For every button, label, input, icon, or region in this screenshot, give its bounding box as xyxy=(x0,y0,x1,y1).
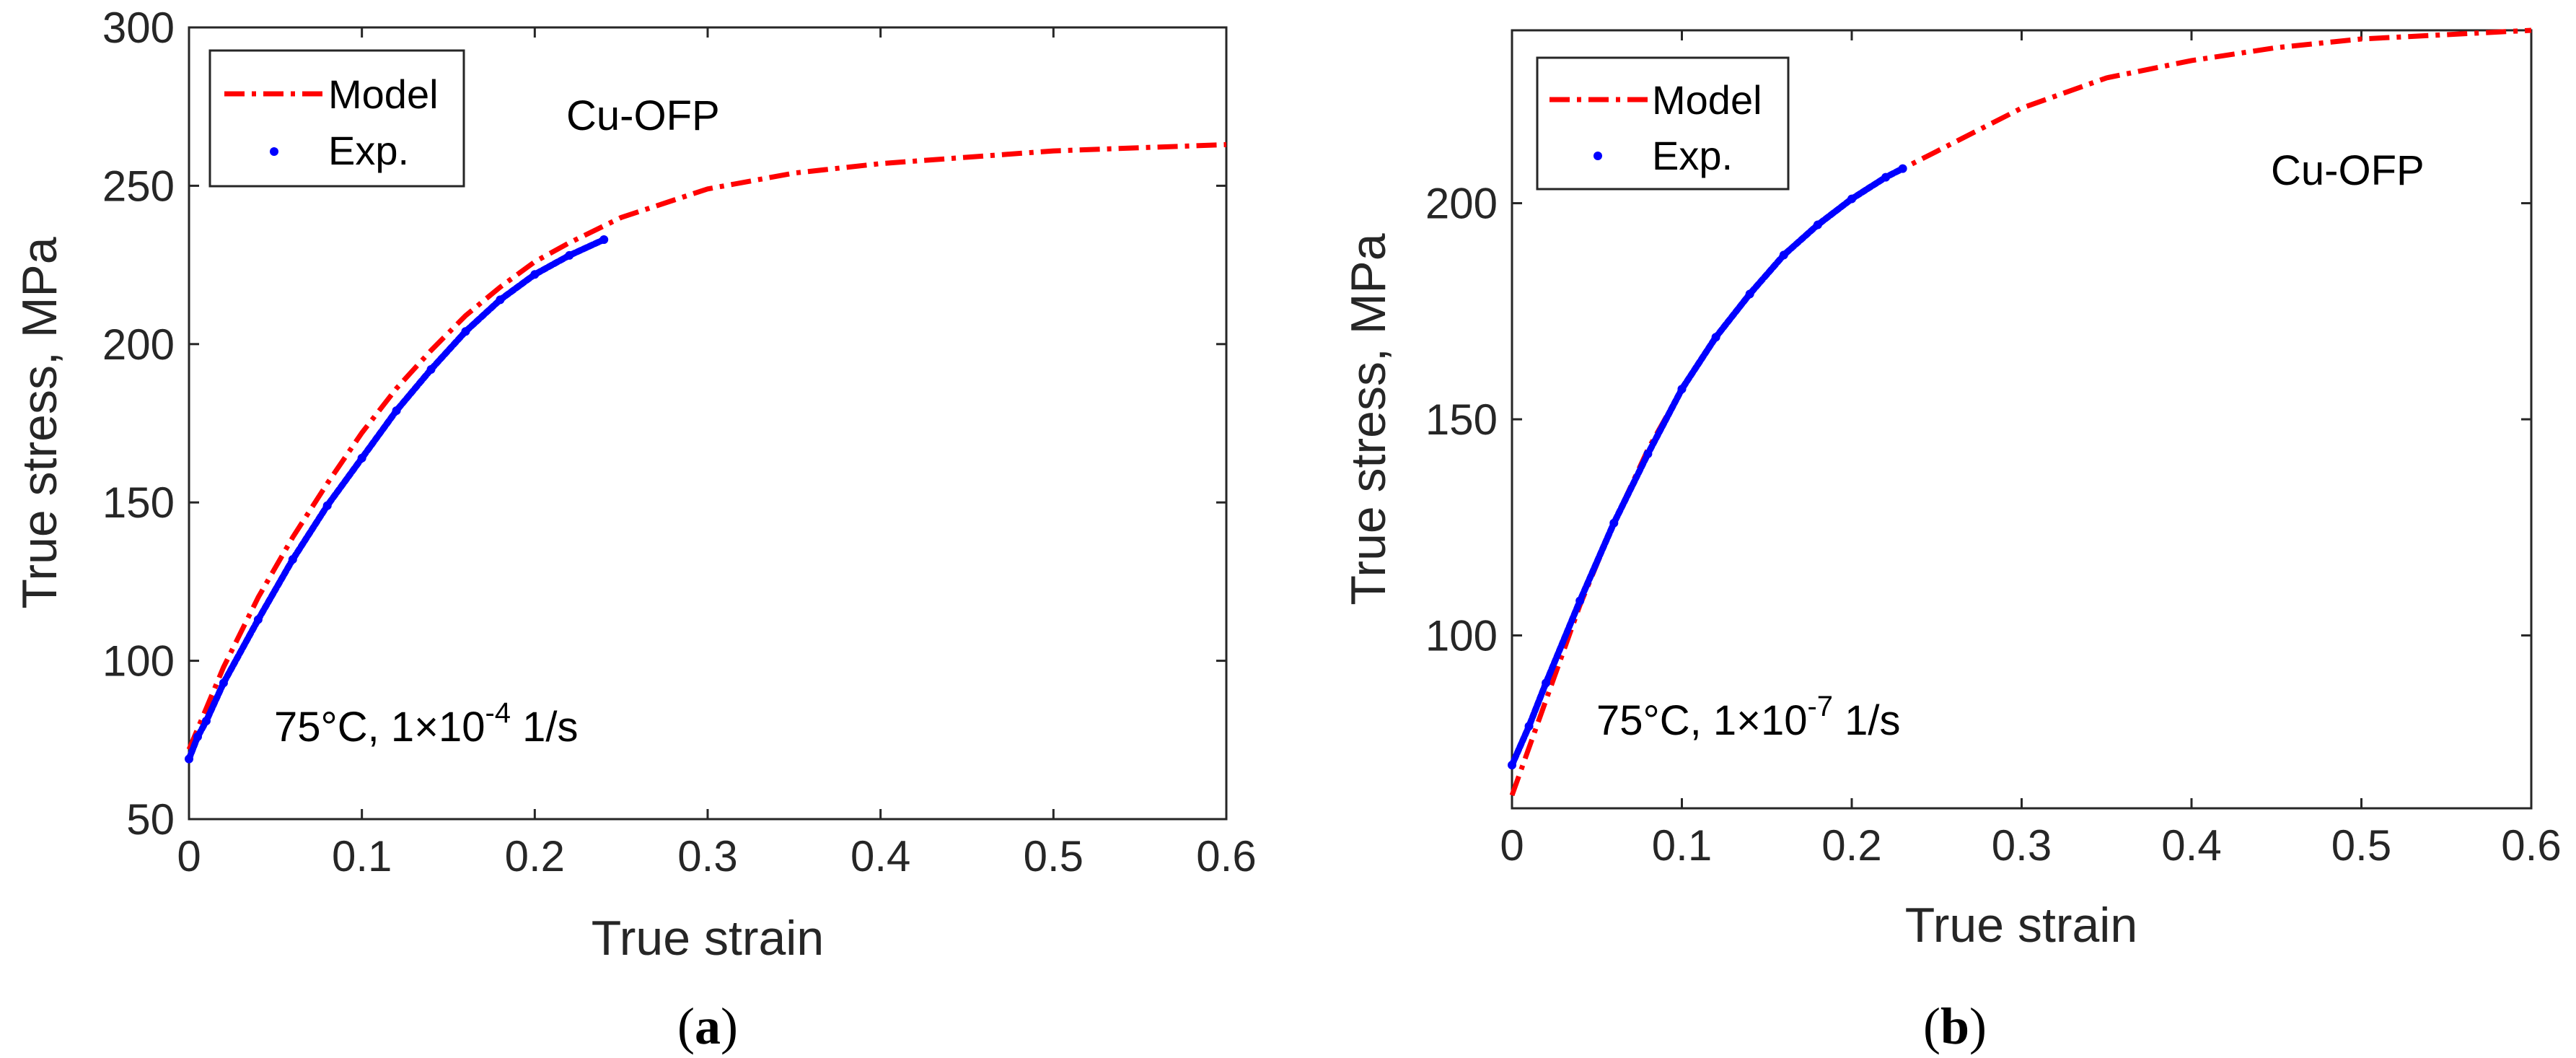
exp-point xyxy=(1898,164,1907,173)
x-tick-label: 0 xyxy=(1500,821,1524,870)
x-tick-label: 0.3 xyxy=(1992,821,2052,870)
exp-point xyxy=(1677,385,1687,394)
condition-prefix-b: 75°C, 1×10 xyxy=(1596,697,1807,744)
exp-point xyxy=(461,327,470,336)
exp-point xyxy=(185,754,193,764)
series-b xyxy=(1508,27,2532,797)
panel-label-b-letter: b xyxy=(1940,997,1969,1055)
panel-label-a-open: ( xyxy=(677,997,695,1055)
exp-point xyxy=(1524,722,1534,731)
panel-label-a: (a) xyxy=(677,997,738,1055)
exp-point xyxy=(1542,678,1551,688)
x-tick-label: 0.1 xyxy=(332,832,392,880)
exp-point xyxy=(1779,250,1788,260)
x-tick-label: 0.2 xyxy=(1821,821,1881,870)
panel-label-a-letter: a xyxy=(695,997,721,1055)
x-tick-label: 0.5 xyxy=(2331,821,2391,870)
exp-point xyxy=(1847,194,1856,204)
panel-label-b-close: ) xyxy=(1969,997,1987,1055)
series-exp-trace xyxy=(1508,165,1907,769)
exp-point xyxy=(1609,518,1619,528)
exp-point xyxy=(1745,289,1754,299)
x-tick-label: 0.4 xyxy=(850,832,910,880)
condition-label-b: 75°C, 1×10-7 1/s xyxy=(1596,691,1901,744)
x-tick-label: 0.1 xyxy=(1652,821,1712,870)
exp-point xyxy=(1575,596,1585,605)
x-tick-label: 0.3 xyxy=(677,832,737,880)
x-tick-label: 0.6 xyxy=(1196,832,1256,880)
y-tick-label: 100 xyxy=(1425,611,1498,660)
exp-point xyxy=(1643,449,1653,458)
x-tick-label: 0.2 xyxy=(505,832,565,880)
x-tick-labels-b: 0 0.1 0.2 0.3 0.4 0.5 0.6 xyxy=(1500,821,2561,870)
panel-label-b-open: ( xyxy=(1923,997,1940,1055)
y-tick-label: 200 xyxy=(1425,180,1498,228)
exp-point xyxy=(1508,761,1516,770)
y-tick-label: 100 xyxy=(102,637,175,686)
condition-prefix-a: 75°C, 1×10 xyxy=(274,704,485,751)
exp-point xyxy=(201,716,211,725)
panel-label-b: (b) xyxy=(1923,997,1987,1055)
material-label-a: Cu-OFP xyxy=(566,92,720,139)
legend-model-label-a: Model xyxy=(328,71,439,117)
x-tick-label: 0.4 xyxy=(2161,821,2221,870)
exp-point xyxy=(1711,333,1720,342)
condition-suffix-b: 1/s xyxy=(1833,697,1901,744)
exp-point xyxy=(1881,172,1891,182)
chart-b: 0 0.1 0.2 0.3 0.4 0.5 0.6 100 150 200 True strai… xyxy=(1341,27,2562,1055)
series-a xyxy=(185,141,1227,764)
exp-point xyxy=(530,270,540,279)
ticks-b xyxy=(1511,30,2533,808)
legend-exp-swatch-b xyxy=(1593,152,1602,160)
exp-point xyxy=(193,732,202,741)
y-tick-labels-b: 100 150 200 xyxy=(1425,180,1498,660)
legend-box-a xyxy=(208,49,465,188)
exp-point xyxy=(322,501,332,510)
x-axis-label-a: True strain xyxy=(592,911,824,966)
legend-exp-label-b: Exp. xyxy=(1652,133,1733,178)
condition-label-a: 75°C, 1×10-4 1/s xyxy=(274,697,579,751)
exp-point xyxy=(496,295,505,305)
exp-point xyxy=(219,678,228,688)
y-tick-label: 300 xyxy=(102,4,175,52)
condition-exponent-b: -7 xyxy=(1807,691,1833,722)
condition-exponent-a: -4 xyxy=(485,697,511,729)
y-tick-label: 150 xyxy=(102,478,175,527)
exp-point xyxy=(565,250,574,260)
x-tick-label: 0.6 xyxy=(2501,821,2561,870)
chart-a: 0 0.1 0.2 0.3 0.4 0.5 0.6 50 100 150 200 250 300 Tr… xyxy=(12,4,1257,1055)
series-model-line xyxy=(186,141,1227,751)
y-tick-label: 150 xyxy=(1425,395,1498,444)
exp-point xyxy=(357,453,366,463)
x-tick-label: 0.5 xyxy=(1024,832,1083,880)
legend-a: Model Exp. xyxy=(208,49,465,188)
x-tick-label: 0 xyxy=(177,832,201,880)
exp-point xyxy=(392,406,401,415)
exp-point xyxy=(1813,220,1822,229)
legend-box-b xyxy=(1536,56,1790,191)
y-tick-label: 200 xyxy=(102,320,175,369)
legend-model-label-b: Model xyxy=(1652,77,1762,123)
y-tick-label: 50 xyxy=(126,795,175,844)
exp-point xyxy=(599,235,609,244)
x-axis-label-b: True strain xyxy=(1905,898,2137,953)
exp-point xyxy=(426,364,436,374)
ticks-a xyxy=(188,26,1228,821)
legend-exp-label-a: Exp. xyxy=(328,128,409,173)
y-axis-label-b: True stress, MPa xyxy=(1341,233,1396,605)
y-tick-labels-a: 50 100 150 200 250 300 xyxy=(102,4,175,844)
x-tick-labels-a: 0 0.1 0.2 0.3 0.4 0.5 0.6 xyxy=(177,832,1256,880)
legend-exp-swatch-a xyxy=(270,147,278,156)
panel-label-a-close: ) xyxy=(721,997,738,1055)
material-label-b: Cu-OFP xyxy=(2271,147,2425,194)
exp-point xyxy=(288,555,297,564)
y-tick-label: 250 xyxy=(102,162,175,210)
condition-suffix-a: 1/s xyxy=(511,704,579,751)
exp-point xyxy=(253,615,263,624)
y-axis-label-a: True stress, MPa xyxy=(12,237,67,608)
legend-b: Model Exp. xyxy=(1536,56,1790,191)
